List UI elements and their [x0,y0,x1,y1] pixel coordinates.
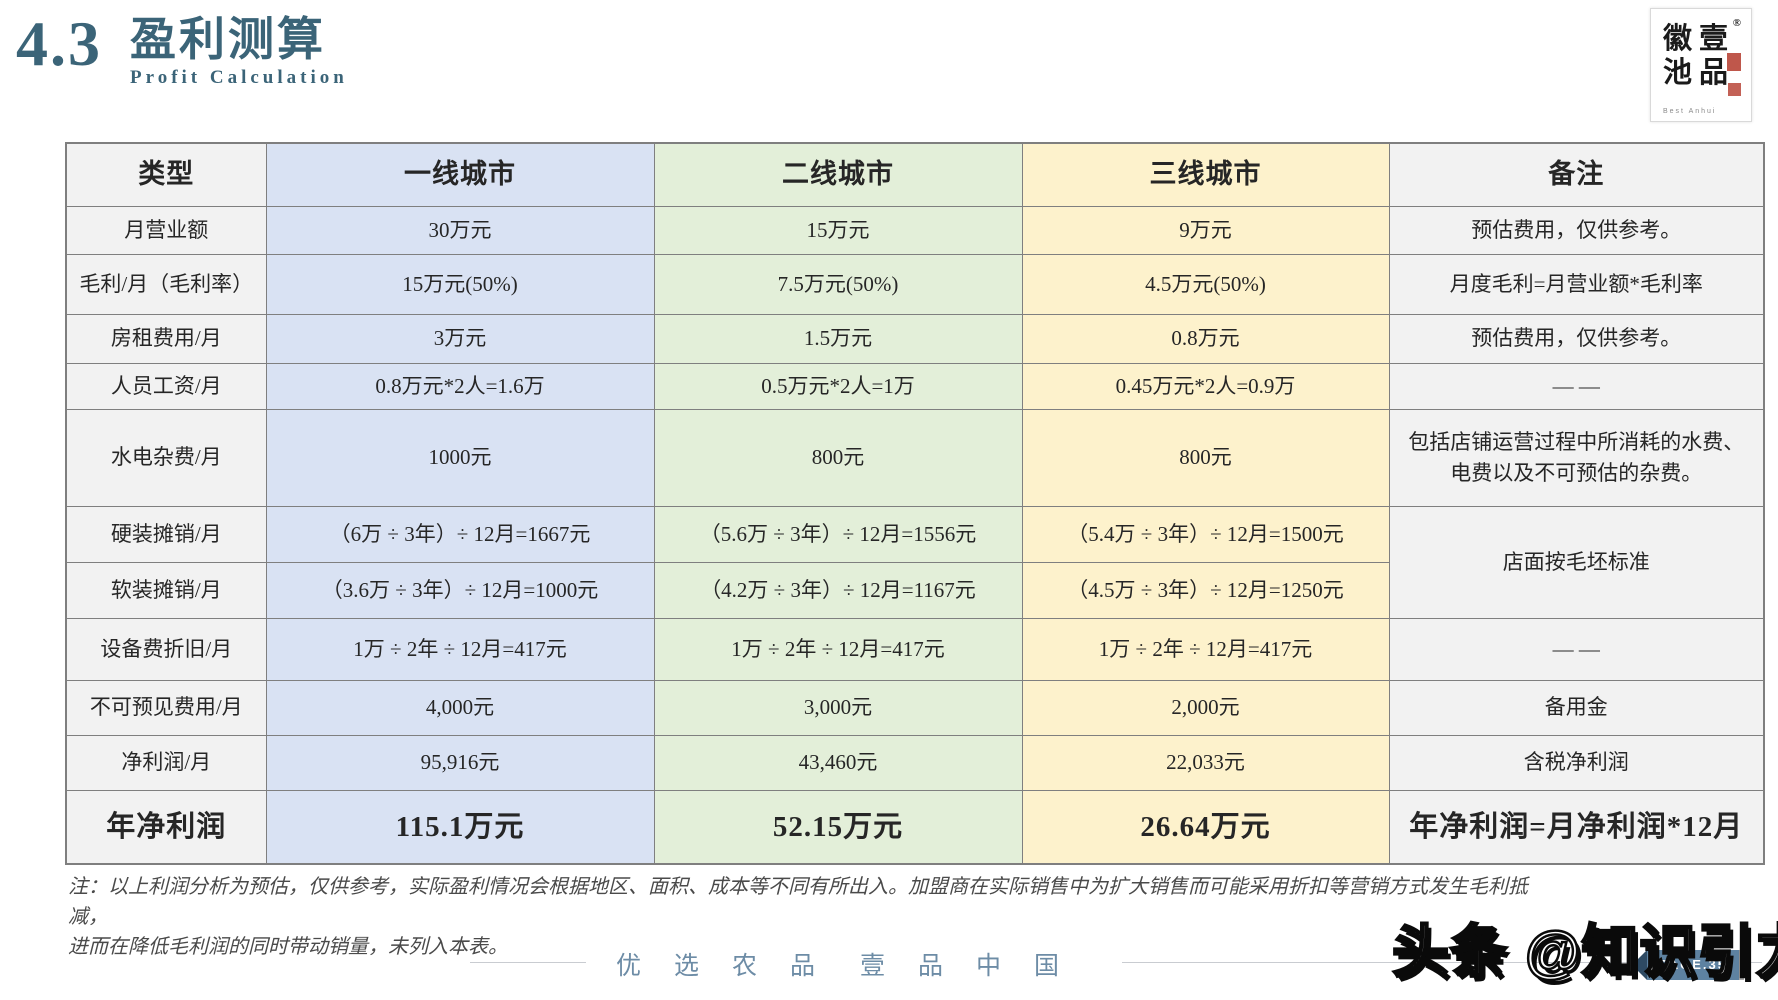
row-label-cell: 水电杂费/月 [65,408,267,507]
footer-slogan: 优选农品 壹品中国 [586,946,1123,982]
section-number: 4.3 [16,8,102,79]
header-tier3: 三线城市 [1021,142,1390,207]
logo-caption: Best Anhui [1663,108,1717,115]
note-cell: 预估费用，仅供参考。 [1388,205,1765,255]
tier2-cell: 0.5万元*2人=1万 [653,362,1023,410]
row-label-cell: 净利润/月 [65,734,267,791]
row-label-cell: 不可预见费用/月 [65,679,267,736]
tier2-cell: 3,000元 [653,679,1023,736]
tier2-cell: 7.5万元(50%) [653,253,1023,315]
tier1-cell: 115.1万元 [265,789,655,865]
table-row: 房租费用/月 3万元 1.5万元 0.8万元 预估费用，仅供参考。 [65,313,1765,364]
logo-char: 壹 [1699,23,1729,55]
page-title: 盈利测算 [130,14,326,65]
tier1-cell: 1000元 [265,408,655,507]
badge-triangle-icon [1632,950,1647,980]
logo-char: 品 [1699,57,1729,89]
table-row: 不可预见费用/月 4,000元 3,000元 2,000元 备用金 [65,679,1765,736]
row-label-cell: 硬装摊销/月 [65,505,267,563]
row-label-cell: 月营业额 [65,205,267,255]
table-row: 人员工资/月 0.8万元*2人=1.6万 0.5万元*2人=1万 0.45万元*… [65,362,1765,410]
tier2-cell: 15万元 [653,205,1023,255]
row-label-cell: 年净利润 [65,789,267,865]
note-cell: 月度毛利=月营业额*毛利率 [1388,253,1765,315]
brand-logo: ® 徽 壹 池 品 Best Anhui [1650,8,1752,122]
table-row: 软装摊销/月 （3.6万 ÷ 3年）÷ 12月=1000元 （4.2万 ÷ 3年… [65,561,1764,619]
header-note: 备注 [1388,142,1765,207]
tier2-cell: 52.15万元 [653,789,1023,865]
logo-char: 池 [1663,57,1693,89]
registered-trademark-icon: ® [1732,17,1741,29]
table-header-row: 类型 一线城市 二线城市 三线城市 备注 [65,142,1765,207]
note-cell: — — [1388,362,1765,410]
tier1-cell: 95,916元 [265,734,655,791]
tier3-cell: 22,033元 [1021,734,1390,791]
tier1-cell: 4,000元 [265,679,655,736]
row-label-cell: 毛利/月（毛利率） [65,253,267,315]
tier2-cell: （4.2万 ÷ 3年）÷ 12月=1167元 [653,561,1023,619]
tier1-cell: 0.8万元*2人=1.6万 [265,362,655,410]
header-tier1: 一线城市 [265,142,655,207]
row-label-cell: 人员工资/月 [65,362,267,410]
tier3-cell: 9万元 [1021,205,1390,255]
slide-title-block: 4.3 盈利测算 Profit Calculation [16,10,348,89]
note-cell: 预估费用，仅供参考。 [1388,313,1765,364]
tier3-cell: （5.4万 ÷ 3年）÷ 12月=1500元 [1021,505,1390,563]
footer-slogan-left: 优选农品 [616,953,849,980]
tier1-cell: 30万元 [265,205,655,255]
tier1-cell: 3万元 [265,313,655,364]
tier3-cell: 1万 ÷ 2年 ÷ 12月=417元 [1021,617,1390,681]
table-row: 水电杂费/月 1000元 800元 800元 包括店铺运营过程中所消耗的水费、电… [65,408,1765,507]
tier2-cell: （5.6万 ÷ 3年）÷ 12月=1556元 [653,505,1023,563]
tier3-cell: （4.5万 ÷ 3年）÷ 12月=1250元 [1021,561,1390,619]
tier3-cell: 4.5万元(50%) [1021,253,1390,315]
row-label-cell: 房租费用/月 [65,313,267,364]
footer-slogan-right: 壹品中国 [860,953,1093,980]
note-cell: 备用金 [1388,679,1765,736]
note-cell: 包括店铺运营过程中所消耗的水费、电费以及不可预估的杂费。 [1388,408,1765,507]
red-seal-icon [1727,53,1741,71]
disclaimer-note: 注：以上利润分析为预估，仅供参考，实际盈利情况会根据地区、面积、成本等不同有所出… [68,872,1528,962]
table-row: 硬装摊销/月 （6万 ÷ 3年）÷ 12月=1667元 （5.6万 ÷ 3年）÷… [65,505,1765,619]
page-number-badge: PAGE.35 [1632,950,1739,980]
table-row: 月营业额 30万元 15万元 9万元 预估费用，仅供参考。 [65,205,1765,255]
header-tier2: 二线城市 [653,142,1023,207]
tier2-cell: 1.5万元 [653,313,1023,364]
table-row: 净利润/月 95,916元 43,460元 22,033元 含税净利润 [65,734,1765,791]
tier2-cell: 43,460元 [653,734,1023,791]
tier2-cell: 1万 ÷ 2年 ÷ 12月=417元 [653,617,1023,681]
note-line1: 注：以上利润分析为预估，仅供参考，实际盈利情况会根据地区、面积、成本等不同有所出… [68,876,1528,928]
page-number-label: PAGE.35 [1647,950,1739,980]
note-cell: — — [1388,617,1765,681]
red-seal-icon [1728,83,1741,96]
note-cell: 年净利润=月净利润*12月 [1388,789,1765,865]
logo-characters: 徽 壹 池 品 [1663,23,1743,89]
table-total-row: 年净利润 115.1万元 52.15万元 26.64万元 年净利润=月净利润*1… [65,789,1765,865]
note-line2: 进而在降低毛利润的同时带动销量，未列入本表。 [68,936,508,958]
page-subtitle: Profit Calculation [130,67,348,89]
row-label-cell: 设备费折旧/月 [65,617,267,681]
tier2-cell: 800元 [653,408,1023,507]
row-label-cell: 软装摊销/月 [65,561,267,619]
note-cell-merged: 店面按毛坯标准 [1388,505,1765,619]
toutiao-watermark: 头条 @知识引力 [1391,919,1778,986]
tier3-cell: 0.8万元 [1021,313,1390,364]
tier3-cell: 2,000元 [1021,679,1390,736]
table-row: 设备费折旧/月 1万 ÷ 2年 ÷ 12月=417元 1万 ÷ 2年 ÷ 12月… [65,617,1765,681]
tier3-cell: 800元 [1021,408,1390,507]
profit-calculation-table: 类型 一线城市 二线城市 三线城市 备注 月营业额 30万元 15万元 9万元 … [65,142,1765,865]
tier1-cell: （6万 ÷ 3年）÷ 12月=1667元 [265,505,655,563]
header-type: 类型 [65,142,267,207]
table-row: 毛利/月（毛利率） 15万元(50%) 7.5万元(50%) 4.5万元(50%… [65,253,1765,315]
tier1-cell: 15万元(50%) [265,253,655,315]
logo-char: 徽 [1663,23,1693,55]
tier1-cell: 1万 ÷ 2年 ÷ 12月=417元 [265,617,655,681]
note-cell: 含税净利润 [1388,734,1765,791]
tier3-cell: 0.45万元*2人=0.9万 [1021,362,1390,410]
tier3-cell: 26.64万元 [1021,789,1390,865]
tier1-cell: （3.6万 ÷ 3年）÷ 12月=1000元 [265,561,655,619]
